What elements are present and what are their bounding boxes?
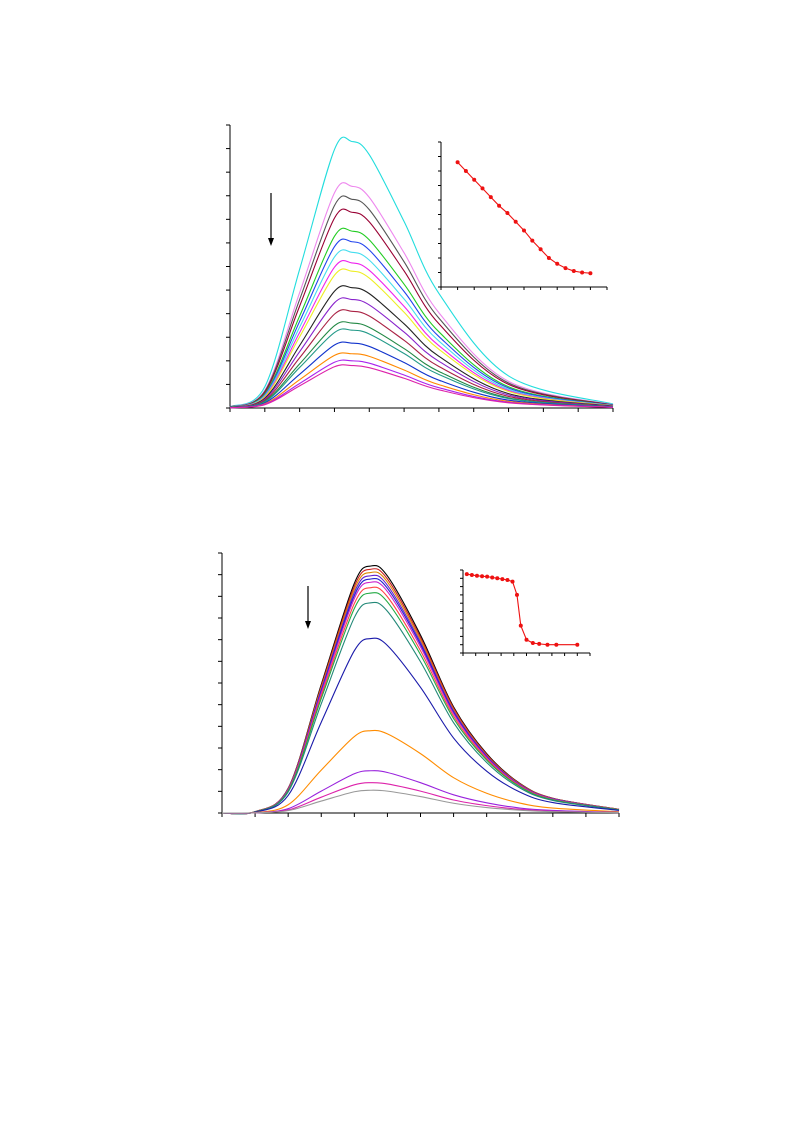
arrow bbox=[268, 193, 274, 246]
series-line bbox=[229, 297, 614, 409]
marker bbox=[522, 228, 526, 233]
series-line bbox=[229, 321, 614, 409]
series-line bbox=[229, 309, 614, 409]
series-line bbox=[221, 586, 620, 815]
marker bbox=[480, 574, 485, 579]
series-line bbox=[229, 268, 614, 408]
series-line bbox=[221, 637, 620, 815]
marker bbox=[575, 642, 580, 647]
marker bbox=[538, 247, 543, 252]
series-line bbox=[229, 352, 614, 409]
series-line bbox=[229, 238, 614, 408]
series-line bbox=[221, 574, 620, 815]
marker bbox=[472, 177, 477, 182]
series-line bbox=[221, 782, 620, 814]
series-line bbox=[221, 571, 620, 815]
marker bbox=[588, 271, 593, 276]
series-line bbox=[229, 182, 614, 408]
marker bbox=[497, 203, 502, 208]
marker bbox=[490, 575, 495, 580]
marker bbox=[463, 169, 468, 173]
series-line bbox=[221, 592, 620, 815]
marker bbox=[505, 211, 510, 216]
marker bbox=[474, 573, 479, 578]
series-line bbox=[221, 577, 620, 815]
series-line bbox=[229, 195, 614, 408]
series-line bbox=[229, 259, 614, 408]
marker bbox=[530, 238, 535, 243]
marker bbox=[485, 574, 490, 579]
series-line bbox=[229, 136, 614, 408]
series-line bbox=[229, 341, 614, 409]
series-line bbox=[457, 161, 591, 274]
marker bbox=[500, 577, 505, 582]
marker bbox=[563, 266, 568, 271]
marker bbox=[488, 195, 493, 200]
marker bbox=[546, 256, 551, 260]
marker bbox=[554, 642, 559, 647]
marker bbox=[524, 637, 529, 642]
marker bbox=[571, 269, 576, 274]
chart bbox=[218, 552, 620, 817]
chart bbox=[226, 124, 614, 412]
series-line bbox=[229, 359, 614, 409]
marker bbox=[480, 186, 485, 191]
marker bbox=[455, 160, 460, 165]
marker bbox=[464, 572, 469, 577]
marker bbox=[505, 577, 510, 582]
series-line bbox=[229, 208, 614, 408]
series-line bbox=[229, 364, 614, 409]
marker bbox=[514, 592, 519, 597]
marker bbox=[580, 270, 585, 275]
series-line bbox=[221, 601, 620, 815]
marker bbox=[545, 642, 550, 647]
series-line bbox=[229, 328, 614, 409]
chart bbox=[438, 141, 608, 290]
series-line bbox=[229, 249, 614, 408]
series-line bbox=[221, 789, 620, 814]
marker bbox=[537, 641, 542, 646]
series-line bbox=[221, 729, 620, 814]
series-line bbox=[221, 770, 620, 814]
series-line bbox=[466, 573, 578, 646]
marker bbox=[495, 576, 500, 581]
marker bbox=[513, 219, 518, 224]
marker bbox=[530, 641, 535, 646]
marker bbox=[510, 579, 515, 584]
series-line bbox=[229, 227, 614, 408]
chart bbox=[460, 569, 591, 656]
series-line bbox=[229, 285, 614, 408]
marker bbox=[518, 623, 523, 628]
series-line bbox=[221, 581, 620, 815]
marker bbox=[469, 572, 474, 577]
series-line bbox=[221, 564, 620, 815]
arrow bbox=[305, 586, 311, 629]
marker bbox=[555, 261, 560, 266]
series-line bbox=[221, 568, 620, 815]
